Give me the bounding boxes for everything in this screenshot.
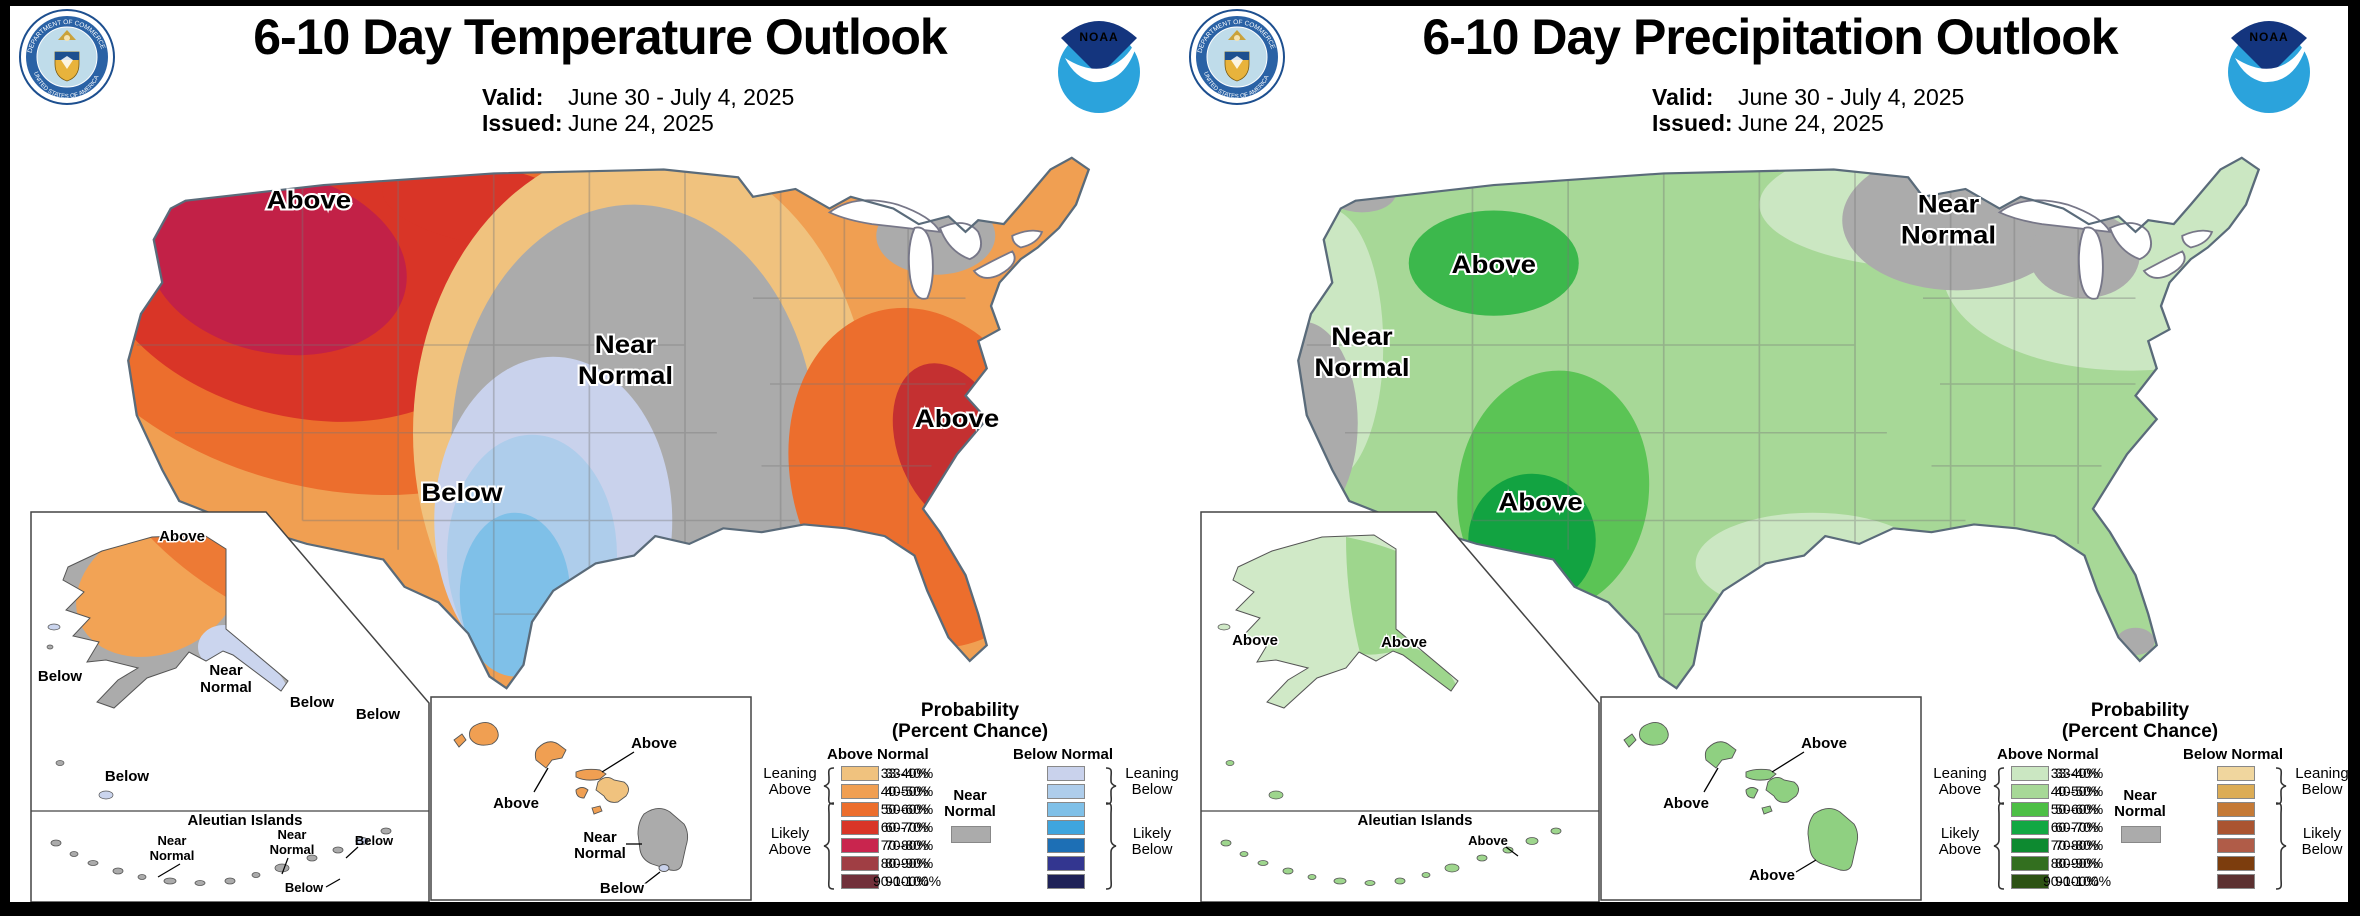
svg-text:NOAA: NOAA [1079,30,1118,44]
temperature-outlook-panel: DEPARTMENT OF COMMERCE UNITED STATES OF … [10,6,1180,904]
above-normal-header: Above Normal [827,746,929,763]
map-label: Near [1331,322,1392,351]
issued-value: June 24, 2025 [568,110,714,136]
valid-value: June 30 - July 4, 2025 [1738,84,1965,110]
legend-title: Probability [920,700,1020,721]
legend-subtitle: (Percent Chance) [2061,721,2219,742]
probability-legend: Probability (Percent Chance) Above Norma… [1933,700,2348,902]
svg-text:Above: Above [1468,833,1508,848]
letterbox-bottom [0,902,2360,916]
hi-label: Near [583,829,617,846]
issued-label: Issued: [1652,110,1733,136]
map-label: Above [915,404,999,433]
ak-label: Below [290,694,335,711]
svg-text:Below: Below [355,833,394,848]
near-normal-label: Near Normal [2114,787,2166,820]
likely-below-label: Likely Below [2301,825,2343,858]
valid-value: June 30 - July 4, 2025 [568,84,795,110]
issued-value: June 24, 2025 [1738,110,1884,136]
ak-label: Below [356,706,401,723]
conus-temperature-map: Above Near Normal Below Above [127,156,1090,690]
svg-text:Normal: Normal [150,848,195,863]
ak-label: Above [1232,632,1278,649]
near-normal-swatch [2121,826,2161,843]
svg-text:Near: Near [158,833,187,848]
letterbox-right [2348,0,2360,916]
map-label: Above [1452,250,1536,279]
valid-label: Valid: [482,84,544,110]
dept-of-commerce-seal-icon: DEPARTMENT OF COMMERCE UNITED STATES OF … [1189,9,1285,105]
ak-label: Above [159,528,205,545]
map-label: Near [595,330,656,359]
hi-label: Above [1801,735,1847,752]
legend-subtitle: (Percent Chance) [891,721,1049,742]
map-label: Normal [1901,221,1996,250]
noaa-logo-icon: NOAA [1058,21,1140,113]
precipitation-outlook-panel: DEPARTMENT OF COMMERCE UNITED STATES OF … [1180,6,2348,904]
hawaii-inset-temperature: Above Above Near Normal Below [430,696,752,901]
hi-label: Above [493,795,539,812]
ak-label: Below [105,768,150,785]
svg-text:Normal: Normal [270,842,315,857]
dept-of-commerce-seal-icon: DEPARTMENT OF COMMERCE UNITED STATES OF … [19,9,115,105]
ak-label: Above [1381,634,1427,651]
hi-label: Above [631,735,677,752]
leaning-above-label: Leaning Above [1933,765,1987,798]
hawaii-inset-precipitation: Above Above Above [1600,696,1922,901]
svg-text:Below: Below [285,880,324,895]
map-label: Below [421,478,503,507]
alaska-inset-precipitation: Above Above Aleutian Islands Above [1200,511,1600,903]
page-title: 6-10 Day Temperature Outlook [253,9,948,65]
hi-label: Below [600,880,645,897]
legend-swatch [841,766,879,781]
likely-above-label: Likely Above [768,825,812,858]
likely-below-label: Likely Below [1131,825,1173,858]
validity-block: Valid: June 30 - July 4, 2025 Issued: June… [1652,84,1964,136]
probability-legend: Probability (Percent Chance) Above Norma… [763,700,1179,902]
letterbox-top [0,0,2360,6]
hi-label: Above [1749,867,1795,884]
below-normal-header: Below Normal [1013,746,1114,763]
aleutian-title: Aleutian Islands [187,812,302,829]
svg-text:Near: Near [278,827,307,842]
aleutian-title: Aleutian Islands [1357,812,1472,829]
leaning-below-label: Leaning Below [2295,765,2348,798]
ak-label: Near [209,662,243,679]
valid-label: Valid: [1652,84,1714,110]
map-label: Normal [578,361,673,390]
hi-label: Above [1663,795,1709,812]
below-normal-header: Below Normal [2183,746,2284,763]
alaska-inset-temperature: Above Below Near Normal Below Below Belo… [30,511,430,903]
map-label: Above [1498,488,1582,517]
noaa-logo-icon: NOAA [2228,21,2310,113]
ak-label: Below [38,668,83,685]
validity-block: Valid: June 30 - July 4, 2025 Issued: June… [482,84,794,136]
issued-label: Issued: [482,110,563,136]
svg-text:NOAA: NOAA [2249,30,2288,44]
near-normal-swatch [951,826,991,843]
letterbox-left [0,0,10,916]
map-label: Above [267,186,351,215]
legend-title: Probability [2090,700,2190,721]
likely-above-label: Likely Above [1938,825,1982,858]
above-normal-header: Above Normal [1997,746,2099,763]
map-label: Near [1918,189,1979,218]
hi-label: Normal [574,845,626,862]
ak-label: Normal [200,679,252,696]
map-label: Normal [1314,353,1409,382]
leaning-below-label: Leaning Below [1125,765,1179,798]
page-title: 6-10 Day Precipitation Outlook [1422,9,2118,65]
near-normal-label: Near Normal [944,787,996,820]
leaning-above-label: Leaning Above [763,765,817,798]
